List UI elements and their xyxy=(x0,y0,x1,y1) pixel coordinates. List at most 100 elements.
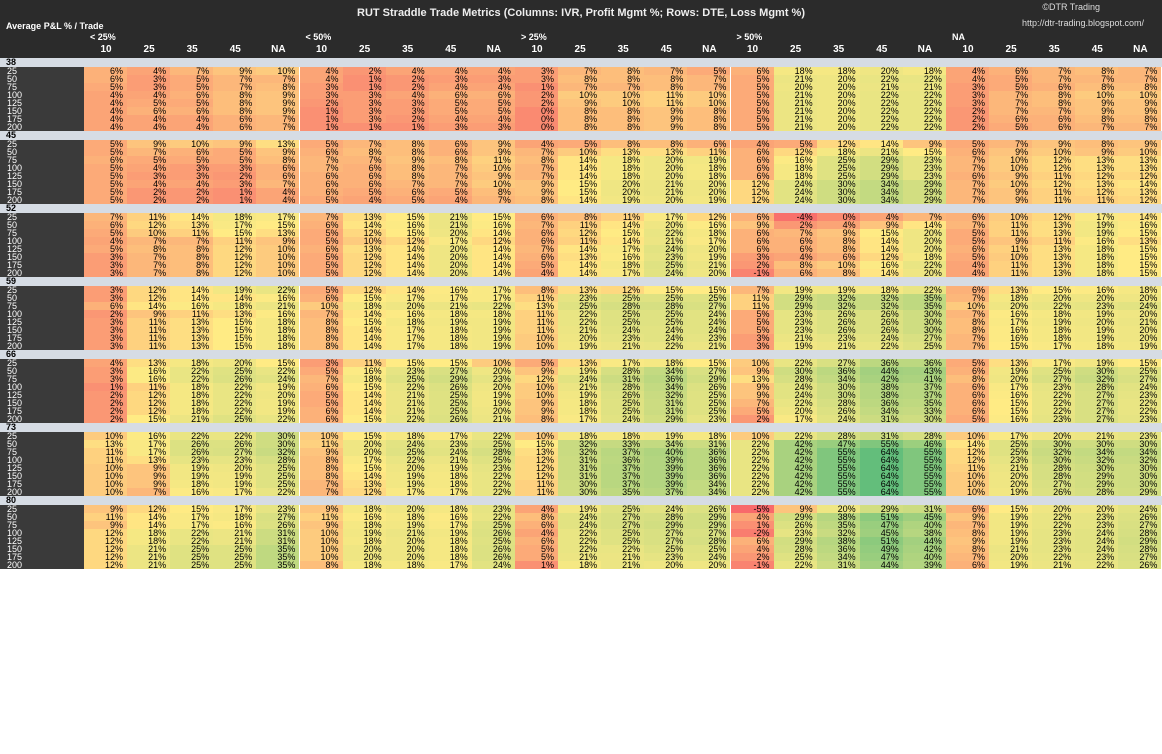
table-cell[interactable]: 21% xyxy=(428,213,472,222)
table-cell[interactable]: 18% xyxy=(816,148,860,157)
table-cell[interactable]: 22% xyxy=(170,367,214,376)
table-cell[interactable]: 11% xyxy=(127,334,171,343)
table-cell[interactable]: 6% xyxy=(299,245,343,254)
table-cell[interactable]: 19% xyxy=(989,513,1033,522)
table-cell[interactable]: 51% xyxy=(859,537,903,546)
table-cell[interactable]: 24% xyxy=(471,561,515,570)
table-cell[interactable]: 21% xyxy=(601,561,645,570)
table-cell[interactable]: 9% xyxy=(946,537,989,546)
table-cell[interactable]: 2% xyxy=(946,107,989,116)
table-cell[interactable]: 8% xyxy=(299,342,343,351)
table-cell[interactable]: 15% xyxy=(558,180,602,189)
table-cell[interactable]: 25% xyxy=(601,537,645,546)
table-cell[interactable]: 22% xyxy=(1075,561,1119,570)
table-cell[interactable]: 23% xyxy=(1118,415,1162,424)
table-cell[interactable]: 9% xyxy=(127,464,171,473)
table-cell[interactable]: 4% xyxy=(170,123,214,132)
table-cell[interactable]: 11% xyxy=(1032,237,1076,246)
table-cell[interactable]: 22% xyxy=(644,229,688,238)
table-cell[interactable]: 20% xyxy=(644,172,688,181)
table-cell[interactable]: 14% xyxy=(902,221,946,230)
table-cell[interactable]: 25% xyxy=(644,261,688,270)
table-cell[interactable]: 8% xyxy=(170,245,214,254)
table-cell[interactable]: 8% xyxy=(816,245,860,254)
table-cell[interactable]: 11% xyxy=(558,221,602,230)
table-cell[interactable]: 15% xyxy=(471,213,515,222)
table-cell[interactable]: 25% xyxy=(989,448,1033,457)
table-cell[interactable]: 5% xyxy=(730,75,774,84)
table-cell[interactable]: 24% xyxy=(1075,545,1119,554)
table-cell[interactable]: 20% xyxy=(471,383,515,392)
table-cell[interactable]: 10% xyxy=(127,229,171,238)
table-cell[interactable]: 26% xyxy=(1032,488,1076,497)
table-cell[interactable]: 6% xyxy=(773,269,817,278)
table-cell[interactable]: 4% xyxy=(471,115,515,124)
table-cell[interactable]: 3% xyxy=(471,75,515,84)
table-cell[interactable]: 7% xyxy=(1118,67,1162,76)
table-cell[interactable]: 3% xyxy=(299,83,343,92)
table-cell[interactable]: 14% xyxy=(859,245,903,254)
table-cell[interactable]: 19% xyxy=(213,480,257,489)
table-cell[interactable]: 9% xyxy=(730,367,774,376)
table-cell[interactable]: 24% xyxy=(687,318,731,327)
table-cell[interactable]: 8% xyxy=(946,318,989,327)
table-cell[interactable]: 8% xyxy=(558,107,602,116)
table-cell[interactable]: 19% xyxy=(256,383,300,392)
table-cell[interactable]: 35% xyxy=(816,521,860,530)
table-cell[interactable]: 22% xyxy=(859,342,903,351)
table-cell[interactable]: 4% xyxy=(342,196,386,205)
table-cell[interactable]: 23% xyxy=(989,456,1033,465)
table-cell[interactable]: 5% xyxy=(515,553,558,562)
table-cell[interactable]: 5% xyxy=(84,188,127,197)
table-cell[interactable]: 22% xyxy=(730,488,774,497)
table-cell[interactable]: 19% xyxy=(989,529,1033,538)
table-cell[interactable]: 17% xyxy=(127,448,171,457)
table-cell[interactable]: 10% xyxy=(946,472,989,481)
table-cell[interactable]: 19% xyxy=(816,286,860,295)
table-cell[interactable]: 5% xyxy=(946,237,989,246)
table-cell[interactable]: 18% xyxy=(902,67,946,76)
table-cell[interactable]: 30% xyxy=(1032,440,1076,449)
table-cell[interactable]: 9% xyxy=(471,140,515,149)
table-cell[interactable]: 26% xyxy=(428,383,472,392)
table-cell[interactable]: 19% xyxy=(1032,318,1076,327)
table-cell[interactable]: 21% xyxy=(601,342,645,351)
table-cell[interactable]: 23% xyxy=(773,310,817,319)
table-cell[interactable]: 25% xyxy=(256,464,300,473)
table-cell[interactable]: 10% xyxy=(256,269,300,278)
table-cell[interactable]: 7% xyxy=(256,180,300,189)
table-cell[interactable]: 6% xyxy=(342,172,386,181)
table-cell[interactable]: 13% xyxy=(515,448,558,457)
table-cell[interactable]: 25% xyxy=(213,561,257,570)
table-cell[interactable]: 16% xyxy=(256,294,300,303)
table-cell[interactable]: 23% xyxy=(1075,302,1119,311)
table-cell[interactable]: 47% xyxy=(859,521,903,530)
table-cell[interactable]: 31% xyxy=(859,432,903,441)
table-cell[interactable]: 26% xyxy=(816,326,860,335)
table-cell[interactable]: 4% xyxy=(816,221,860,230)
table-cell[interactable]: 15% xyxy=(1118,359,1162,368)
table-cell[interactable]: 10% xyxy=(687,91,731,100)
table-cell[interactable]: 6% xyxy=(170,148,214,157)
table-cell[interactable]: 35% xyxy=(902,399,946,408)
table-cell[interactable]: 10% xyxy=(558,91,602,100)
table-cell[interactable]: 4% xyxy=(127,115,171,124)
table-cell[interactable]: 21% xyxy=(428,302,472,311)
table-cell[interactable]: 5% xyxy=(84,148,127,157)
table-cell[interactable]: 7% xyxy=(515,164,558,173)
table-cell[interactable]: 51% xyxy=(859,513,903,522)
table-cell[interactable]: 23% xyxy=(1032,545,1076,554)
table-cell[interactable]: 28% xyxy=(687,537,731,546)
table-cell[interactable]: 4% xyxy=(515,505,558,514)
table-cell[interactable]: 16% xyxy=(1118,221,1162,230)
table-cell[interactable]: 0% xyxy=(816,213,860,222)
table-cell[interactable]: 26% xyxy=(1118,561,1162,570)
table-cell[interactable]: 28% xyxy=(816,399,860,408)
table-cell[interactable]: 29% xyxy=(1118,488,1162,497)
table-cell[interactable]: 25% xyxy=(601,318,645,327)
table-cell[interactable]: 6% xyxy=(515,253,558,262)
table-cell[interactable]: 9% xyxy=(1032,140,1076,149)
table-cell[interactable]: 14% xyxy=(946,440,989,449)
table-cell[interactable]: 22% xyxy=(471,472,515,481)
table-cell[interactable]: 23% xyxy=(773,318,817,327)
